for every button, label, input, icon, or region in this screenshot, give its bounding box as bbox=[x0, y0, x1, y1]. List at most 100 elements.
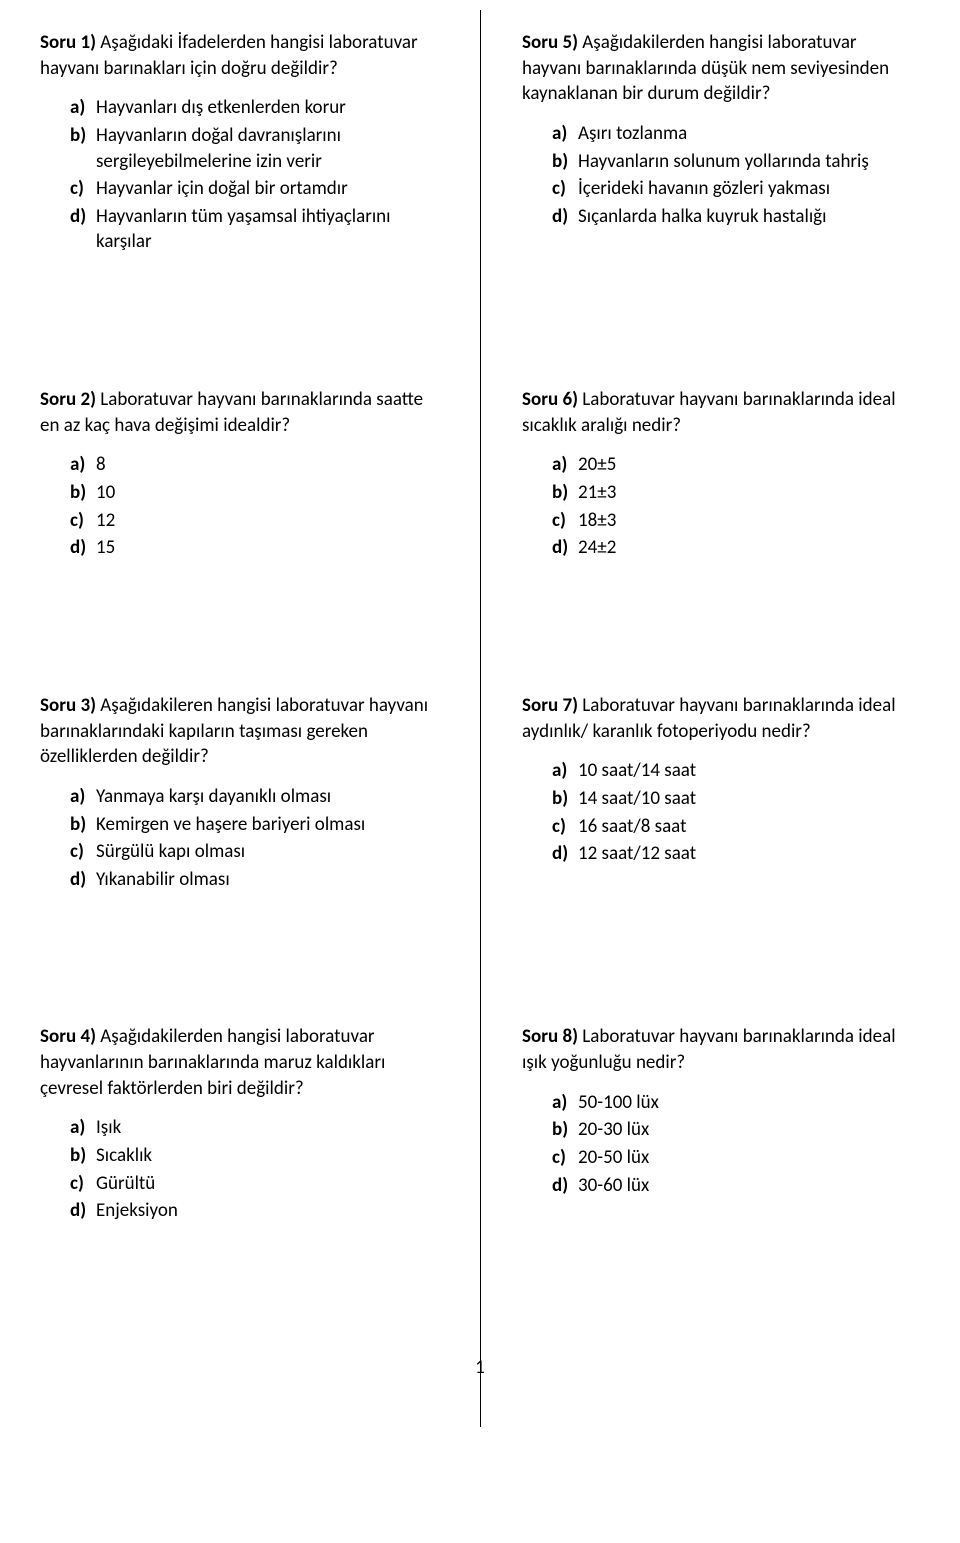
option-b: b)Hayvanların solunum yollarında tahriş bbox=[552, 149, 920, 175]
option-text: 12 bbox=[96, 508, 438, 534]
options-list: a)10 saat/14 saat b)14 saat/10 saat c)16… bbox=[522, 758, 920, 867]
option-c: c)Hayvanlar için doğal bir ortamdır bbox=[70, 176, 438, 202]
option-letter: c) bbox=[70, 1171, 96, 1197]
option-text: İçerideki havanın gözleri yakması bbox=[578, 176, 920, 202]
question-block-7: Soru 7) Laboratuvar hayvanı barınakların… bbox=[480, 693, 920, 894]
option-text: Gürültü bbox=[96, 1171, 438, 1197]
option-c: c)Sürgülü kapı olması bbox=[70, 839, 438, 865]
option-letter: b) bbox=[70, 123, 96, 174]
question-title: Soru 8) Laboratuvar hayvanı barınakların… bbox=[522, 1024, 920, 1075]
option-letter: d) bbox=[552, 535, 578, 561]
options-list: a)20±5 b)21±3 c)18±3 d)24±2 bbox=[522, 452, 920, 561]
question-title: Soru 1) Aşağıdaki İfadelerden hangisi la… bbox=[40, 30, 438, 81]
option-c: c)20-50 lüx bbox=[552, 1145, 920, 1171]
option-letter: b) bbox=[552, 786, 578, 812]
option-b: b)Hayvanların doğal davranışlarını sergi… bbox=[70, 123, 438, 174]
question-title: Soru 4) Aşağıdakilerden hangisi laboratu… bbox=[40, 1024, 438, 1101]
question-text: Laboratuvar hayvanı barınaklarında ideal… bbox=[522, 694, 896, 743]
option-text: 18±3 bbox=[578, 508, 920, 534]
option-text: Hayvanların solunum yollarında tahriş bbox=[578, 149, 920, 175]
option-text: 10 bbox=[96, 480, 438, 506]
option-d: d)15 bbox=[70, 535, 438, 561]
option-c: c)12 bbox=[70, 508, 438, 534]
option-letter: d) bbox=[70, 535, 96, 561]
options-list: a)50-100 lüx b)20-30 lüx c)20-50 lüx d)3… bbox=[522, 1090, 920, 1199]
option-c: c)Gürültü bbox=[70, 1171, 438, 1197]
question-number: Soru 3) bbox=[40, 694, 96, 717]
option-d: d)24±2 bbox=[552, 535, 920, 561]
question-text: Laboratuvar hayvanı barınaklarında ideal… bbox=[522, 388, 896, 437]
option-letter: c) bbox=[70, 508, 96, 534]
question-title: Soru 2) Laboratuvar hayvanı barınakların… bbox=[40, 387, 438, 438]
option-b: b)10 bbox=[70, 480, 438, 506]
question-block-8: Soru 8) Laboratuvar hayvanı barınakların… bbox=[480, 1024, 920, 1225]
option-letter: b) bbox=[70, 480, 96, 506]
option-letter: c) bbox=[552, 508, 578, 534]
option-letter: c) bbox=[552, 814, 578, 840]
option-a: a)50-100 lüx bbox=[552, 1090, 920, 1116]
option-text: Sıcaklık bbox=[96, 1143, 438, 1169]
option-c: c)İçerideki havanın gözleri yakması bbox=[552, 176, 920, 202]
option-a: a)10 saat/14 saat bbox=[552, 758, 920, 784]
option-letter: b) bbox=[552, 149, 578, 175]
option-letter: d) bbox=[552, 1173, 578, 1199]
option-text: Hayvanlar için doğal bir ortamdır bbox=[96, 176, 438, 202]
option-a: a)8 bbox=[70, 452, 438, 478]
question-number: Soru 8) bbox=[522, 1025, 578, 1048]
option-b: b)20-30 lüx bbox=[552, 1117, 920, 1143]
option-text: Hayvanların tüm yaşamsal ihtiyaçlarını k… bbox=[96, 204, 438, 255]
option-a: a)Aşırı tozlanma bbox=[552, 121, 920, 147]
option-d: d)30-60 lüx bbox=[552, 1173, 920, 1199]
option-letter: a) bbox=[70, 1115, 96, 1141]
question-number: Soru 2) bbox=[40, 388, 96, 411]
option-text: Sürgülü kapı olması bbox=[96, 839, 438, 865]
option-a: a)Işık bbox=[70, 1115, 438, 1141]
option-text: 20±5 bbox=[578, 452, 920, 478]
options-list: a)Aşırı tozlanma b)Hayvanların solunum y… bbox=[522, 121, 920, 230]
option-letter: b) bbox=[70, 812, 96, 838]
option-text: 14 saat/10 saat bbox=[578, 786, 920, 812]
option-letter: a) bbox=[552, 452, 578, 478]
option-letter: b) bbox=[552, 1117, 578, 1143]
option-letter: b) bbox=[552, 480, 578, 506]
option-text: 21±3 bbox=[578, 480, 920, 506]
question-text: Laboratuvar hayvanı barınaklarında ideal… bbox=[522, 1025, 896, 1074]
question-number: Soru 1) bbox=[40, 31, 96, 54]
option-text: 12 saat/12 saat bbox=[578, 841, 920, 867]
option-a: a)Yanmaya karşı dayanıklı olması bbox=[70, 784, 438, 810]
option-text: 20-50 lüx bbox=[578, 1145, 920, 1171]
option-b: b)21±3 bbox=[552, 480, 920, 506]
question-title: Soru 5) Aşağıdakilerden hangisi laboratu… bbox=[522, 30, 920, 107]
option-text: Sıçanlarda halka kuyruk hastalığı bbox=[578, 204, 920, 230]
option-text: 30-60 lüx bbox=[578, 1173, 920, 1199]
question-block-4: Soru 4) Aşağıdakilerden hangisi laboratu… bbox=[40, 1024, 480, 1225]
question-title: Soru 7) Laboratuvar hayvanı barınakların… bbox=[522, 693, 920, 744]
question-block-6: Soru 6) Laboratuvar hayvanı barınakların… bbox=[480, 387, 920, 563]
option-text: 50-100 lüx bbox=[578, 1090, 920, 1116]
option-letter: d) bbox=[70, 1198, 96, 1224]
option-c: c)18±3 bbox=[552, 508, 920, 534]
option-letter: a) bbox=[70, 95, 96, 121]
option-letter: a) bbox=[552, 758, 578, 784]
option-a: a)Hayvanları dış etkenlerden korur bbox=[70, 95, 438, 121]
question-number: Soru 6) bbox=[522, 388, 578, 411]
option-letter: a) bbox=[70, 452, 96, 478]
option-text: Aşırı tozlanma bbox=[578, 121, 920, 147]
option-letter: d) bbox=[70, 204, 96, 255]
option-letter: a) bbox=[552, 1090, 578, 1116]
option-letter: d) bbox=[552, 841, 578, 867]
option-text: Hayvanları dış etkenlerden korur bbox=[96, 95, 438, 121]
option-letter: c) bbox=[552, 1145, 578, 1171]
question-title: Soru 6) Laboratuvar hayvanı barınakların… bbox=[522, 387, 920, 438]
question-title: Soru 3) Aşağıdakileren hangisi laboratuv… bbox=[40, 693, 438, 770]
question-number: Soru 7) bbox=[522, 694, 578, 717]
question-block-2: Soru 2) Laboratuvar hayvanı barınakların… bbox=[40, 387, 480, 563]
option-letter: c) bbox=[70, 176, 96, 202]
option-text: 24±2 bbox=[578, 535, 920, 561]
option-letter: a) bbox=[70, 784, 96, 810]
option-d: d)Hayvanların tüm yaşamsal ihtiyaçlarını… bbox=[70, 204, 438, 255]
option-d: d)Yıkanabilir olması bbox=[70, 867, 438, 893]
option-letter: b) bbox=[70, 1143, 96, 1169]
question-block-5: Soru 5) Aşağıdakilerden hangisi laboratu… bbox=[480, 30, 920, 257]
option-letter: a) bbox=[552, 121, 578, 147]
